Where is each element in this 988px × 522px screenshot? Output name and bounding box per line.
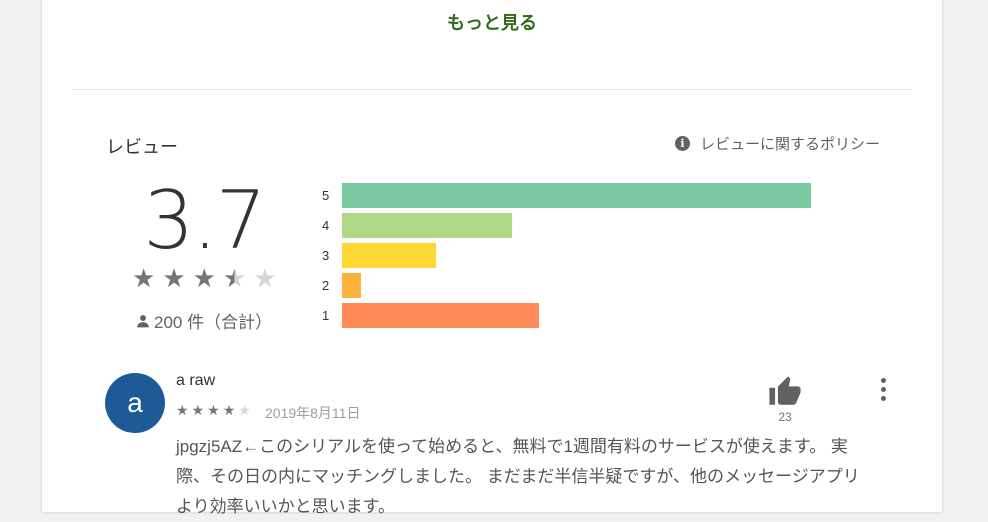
star-icon: ★ [222,402,236,418]
review-text: jpgzj5AZ←このシリアルを使って始めると、無料で1週間有料のサービスが使え… [176,437,860,516]
empty-star-icon: ★ [238,402,251,418]
helpful-count: 23 [778,410,792,424]
show-more-link[interactable]: もっと見る [447,13,537,33]
histogram-bar [342,213,512,238]
histogram-star-label: 1 [322,308,330,323]
empty-star-icon: ★ [253,263,277,293]
average-rating-stars: ★ ★ ★ ★ ★ [132,263,277,293]
histogram-star-label: 4 [322,218,330,233]
histogram-star-label: 3 [322,248,330,263]
app-details-card: もっと見る レビュー i レビューに関するポリシー 3.7 ★ ★ ★ ★ ★ … [42,0,942,516]
histogram-star-label: 5 [322,188,330,203]
average-rating: 3.7 [143,174,266,267]
section-divider [73,89,911,90]
half-star-icon: ★ [222,263,247,293]
review-date: 2019年8月11日 [265,405,361,421]
reviews-heading: レビュー [106,137,178,157]
review-author: a raw [176,372,216,389]
histogram-bar [342,243,436,268]
star-icon: ★ [192,263,216,293]
histogram-star-label: 2 [322,278,330,293]
histogram-bar [342,273,361,298]
thumbs-up-icon[interactable] [768,375,802,409]
star-icon: ★ [132,263,156,293]
histogram-bar [342,183,811,208]
histogram-bar [342,303,539,328]
avatar[interactable]: a [105,373,165,433]
review-policy-link[interactable]: i レビューに関するポリシー [674,133,880,154]
star-icon: ★ [191,402,205,418]
info-icon: i [674,136,690,151]
star-icon: ★ [207,402,220,418]
person-icon [137,314,149,327]
review-stars: ★ ★ ★ ★ ★ [176,401,251,419]
star-icon: ★ [176,402,189,418]
rating-count-label: 200 件（合計） [154,313,273,332]
more-options-icon[interactable] [876,378,890,404]
rating-count: 200 件（合計） [136,308,272,333]
review-policy-label: レビューに関するポリシー [699,136,880,153]
star-icon: ★ [162,263,186,293]
